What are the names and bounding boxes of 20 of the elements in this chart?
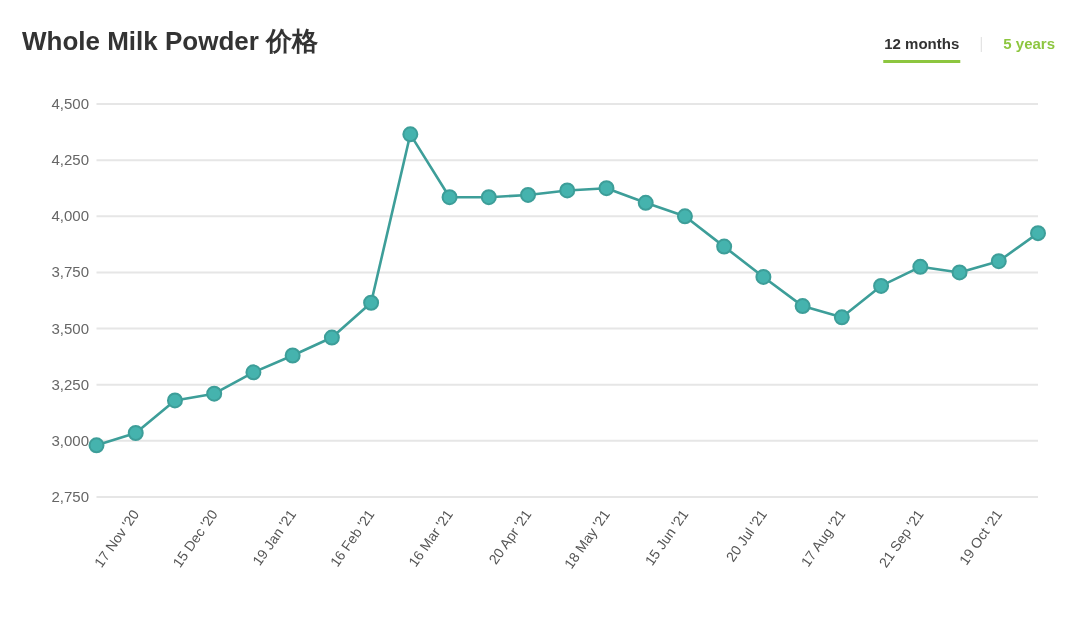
x-tick-label: 20 Apr '21 — [485, 506, 535, 568]
x-tick-label: 15 Dec '20 — [169, 506, 221, 571]
y-tick-label: 4,250 — [51, 151, 89, 169]
x-tick-label: 20 Jul '21 — [722, 506, 770, 565]
tab-label: 5 years — [1003, 35, 1055, 52]
y-tick-label: 3,000 — [51, 431, 89, 449]
y-tick-label: 4,500 — [51, 95, 89, 112]
x-tick-label: 21 Sep '21 — [875, 506, 927, 571]
x-tick-label: 16 Feb '21 — [326, 506, 378, 570]
x-tick-label: 19 Oct '21 — [955, 506, 1006, 568]
y-tick-label: 4,000 — [51, 207, 89, 225]
y-tick-label: 2,750 — [51, 488, 89, 505]
x-tick-label: 15 Jun '21 — [641, 506, 692, 569]
y-tick-label: 3,500 — [51, 319, 89, 337]
tab-label: 12 months — [884, 35, 960, 52]
y-tick-label: 3,250 — [51, 375, 89, 393]
title: Whole Milk Powder 价格 — [22, 26, 319, 56]
y-tick-label: 3,750 — [51, 263, 89, 281]
x-tick-label: 16 Mar '21 — [405, 506, 457, 570]
x-tick-label: 19 Jan '21 — [249, 506, 300, 569]
